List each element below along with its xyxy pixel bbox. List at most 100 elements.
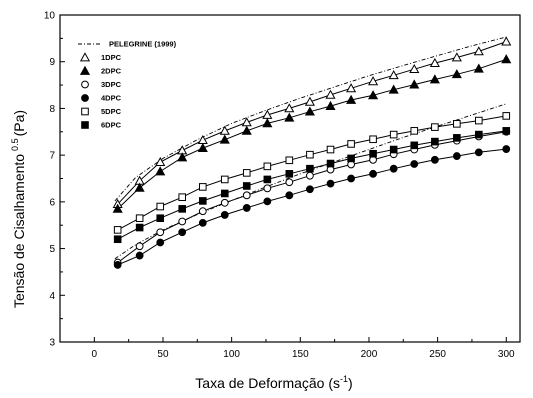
point-2dpc (219, 134, 230, 144)
point-3dpc (220, 198, 229, 207)
point-6dpc (178, 205, 187, 213)
point-4dpc (135, 251, 144, 260)
point-6dpc (156, 214, 165, 223)
legend-marker-1dpc (79, 52, 91, 62)
point-4dpc (263, 197, 272, 206)
pelegrine-line-1 (114, 36, 507, 202)
point-5dpc (199, 183, 207, 191)
point-5dpc (113, 226, 122, 234)
point-5dpc (369, 135, 377, 144)
legend-label-6dpc: 6DPC (101, 121, 122, 130)
point-1dpc (241, 117, 252, 127)
point-6dpc (453, 134, 461, 142)
point-6dpc (113, 235, 122, 244)
point-3dpc (306, 171, 314, 180)
point-6dpc (242, 182, 251, 190)
point-4dpc (113, 261, 122, 269)
point-6dpc (410, 141, 419, 150)
point-4dpc (369, 169, 377, 178)
legend-label-2dpc: 2DPC (101, 67, 122, 76)
point-6dpc (475, 130, 483, 139)
pelegrine-line-2 (114, 103, 507, 260)
x-tick-label: 300 (498, 349, 515, 360)
legend-label-1dpc: 1DPC (101, 53, 122, 62)
point-1dpc (197, 134, 208, 145)
point-5dpc (431, 123, 439, 131)
point-2dpc (409, 79, 420, 89)
point-1dpc (409, 63, 420, 74)
point-2dpc (197, 142, 208, 152)
legend-marker-4dpc (81, 94, 89, 102)
point-2dpc (112, 203, 123, 213)
point-4dpc (198, 218, 207, 227)
point-2dpc (325, 100, 336, 110)
point-2dpc (429, 74, 440, 84)
point-5dpc (389, 130, 398, 139)
point-5dpc (285, 156, 294, 165)
point-6dpc (220, 189, 229, 198)
point-6dpc (431, 137, 439, 146)
legend-marker-3dpc (81, 80, 89, 89)
y-tick-label: 3 (49, 338, 55, 349)
point-5dpc (347, 140, 355, 148)
point-1dpc (325, 89, 336, 99)
point-5dpc (475, 116, 483, 125)
y-tick-label: 10 (44, 11, 56, 22)
y-axis-title: Tensão de Cisalhamento0.5(Pa) (10, 110, 27, 308)
point-4dpc (178, 228, 187, 237)
point-1dpc (368, 76, 379, 86)
legend-pelegrine-label: PELEGRINE (1999) (109, 40, 177, 49)
point-2dpc (368, 90, 379, 100)
point-3dpc (242, 191, 251, 200)
point-2dpc (284, 112, 295, 122)
point-6dpc (326, 159, 335, 168)
point-4dpc (156, 238, 165, 247)
point-4dpc (389, 164, 398, 173)
point-5dpc (263, 162, 272, 171)
point-4dpc (306, 185, 314, 194)
y-tick-label: 8 (49, 104, 55, 115)
point-5dpc (220, 175, 229, 184)
point-4dpc (502, 145, 511, 153)
x-tick-label: 100 (223, 349, 240, 360)
point-1dpc (219, 125, 230, 135)
point-2dpc (304, 106, 315, 116)
point-6dpc (135, 223, 144, 232)
point-1dpc (284, 103, 295, 113)
y-tick-label: 7 (49, 151, 55, 162)
point-5dpc (242, 169, 251, 177)
point-4dpc (347, 174, 356, 183)
x-axis-title: Taxa de Deformação (s-1) (195, 374, 352, 391)
point-1dpc (429, 57, 440, 67)
point-1dpc (388, 70, 399, 80)
legend-label-5dpc: 5DPC (101, 107, 122, 116)
point-6dpc (306, 164, 314, 173)
point-3dpc (263, 184, 272, 193)
point-2dpc (134, 182, 145, 192)
y-tick-label: 9 (49, 57, 55, 68)
point-2dpc (451, 69, 462, 79)
point-5dpc (502, 112, 511, 120)
point-2dpc (241, 125, 252, 135)
point-1dpc (304, 96, 315, 106)
point-5dpc (135, 214, 144, 223)
x-tick-label: 0 (92, 349, 98, 360)
point-6dpc (502, 127, 511, 135)
point-1dpc (155, 156, 166, 167)
y-tick-label: 6 (49, 197, 55, 208)
point-4dpc (220, 211, 229, 219)
point-3dpc (135, 242, 144, 251)
point-5dpc (156, 202, 165, 211)
point-1dpc (346, 83, 357, 93)
point-3dpc (178, 217, 187, 226)
legend-label-3dpc: 3DPC (101, 80, 122, 89)
point-5dpc (306, 150, 314, 159)
legend-marker-2dpc (79, 65, 91, 75)
point-4dpc (474, 148, 483, 157)
point-6dpc (263, 175, 272, 184)
point-3dpc (285, 178, 294, 187)
y-tick-label: 4 (49, 291, 55, 302)
point-2dpc (346, 94, 357, 104)
legend-label-4dpc: 4DPC (101, 94, 122, 103)
